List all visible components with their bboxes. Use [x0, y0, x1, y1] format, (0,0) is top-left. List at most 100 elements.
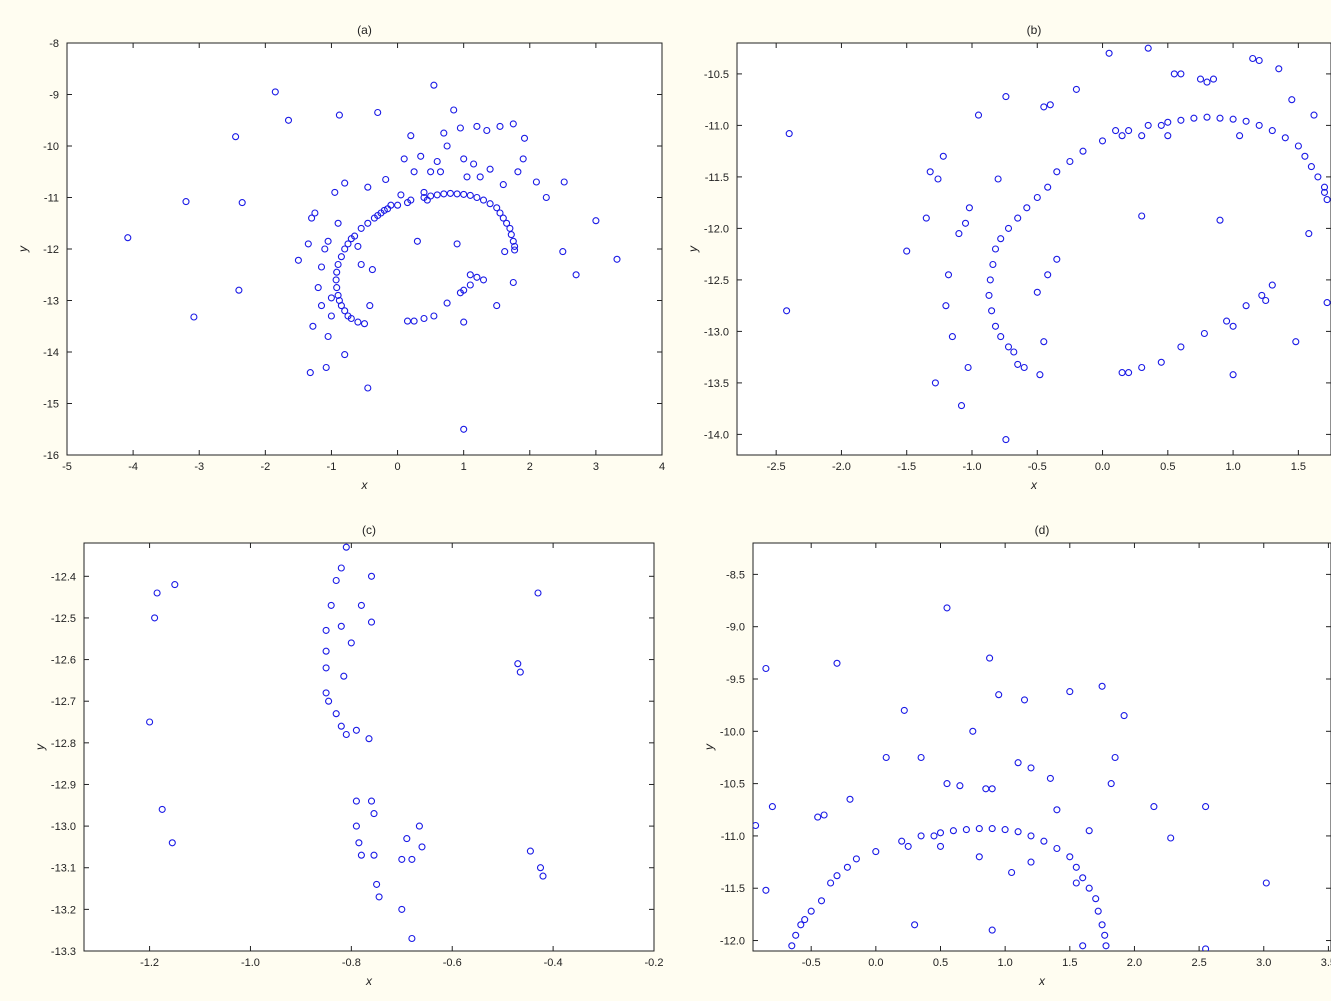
data-point	[994, 175, 1002, 183]
y-tick-label: -13.5	[704, 378, 729, 390]
data-point	[1072, 85, 1080, 93]
data-point	[1320, 183, 1329, 191]
data-point	[1098, 921, 1106, 929]
data-point	[872, 848, 880, 856]
data-point	[398, 855, 406, 863]
data-point	[384, 205, 392, 213]
data-point	[440, 129, 448, 137]
data-point	[436, 168, 445, 176]
x-tick-label: -4	[128, 461, 138, 473]
y-tick-label: -12.8	[51, 738, 76, 750]
data-point	[820, 811, 828, 819]
y-tick-label: -11	[44, 193, 59, 205]
data-point	[956, 782, 964, 790]
data-point	[473, 193, 481, 202]
data-point	[364, 183, 372, 191]
data-point	[479, 196, 488, 204]
data-point	[335, 111, 343, 119]
data-point	[400, 155, 408, 163]
data-point	[1085, 884, 1093, 892]
data-point	[501, 248, 509, 256]
data-point	[1120, 712, 1128, 720]
data-point	[367, 618, 376, 626]
data-point	[827, 879, 835, 887]
data-point	[509, 278, 517, 287]
data-point	[1138, 132, 1146, 140]
data-point	[904, 842, 912, 850]
y-tick-label: -12.5	[51, 613, 76, 625]
data-point	[1014, 214, 1022, 222]
data-point	[341, 307, 349, 315]
data-point	[965, 204, 973, 212]
data-point	[311, 209, 319, 217]
data-point	[420, 193, 428, 202]
data-point	[364, 384, 372, 392]
data-point	[1275, 65, 1283, 73]
data-point	[168, 839, 176, 847]
data-point	[1027, 858, 1035, 866]
data-point	[433, 191, 441, 199]
data-point	[377, 209, 385, 217]
x-axis-label: x	[1038, 974, 1046, 988]
data-point	[1288, 96, 1296, 104]
data-point	[499, 214, 507, 222]
y-tick-label: -16	[43, 450, 59, 462]
data-point	[507, 231, 515, 239]
data-point	[466, 281, 474, 289]
data-point	[466, 271, 474, 279]
data-point	[957, 402, 966, 410]
x-tick-label: 3.5	[1321, 957, 1331, 969]
data-point	[753, 821, 760, 830]
data-point	[986, 654, 994, 662]
data-point	[1112, 127, 1120, 135]
data-point	[153, 589, 161, 597]
data-point	[182, 198, 190, 206]
data-point	[1157, 358, 1165, 366]
data-point	[1098, 137, 1107, 145]
y-axis-label: y	[686, 245, 700, 253]
x-tick-label: -1.2	[140, 957, 159, 969]
data-point	[470, 160, 478, 168]
data-point	[1105, 49, 1113, 57]
data-point	[969, 727, 977, 735]
data-point	[317, 302, 326, 310]
y-tick-label: -13.1	[51, 863, 76, 875]
data-point	[1203, 113, 1211, 121]
data-point	[430, 81, 438, 89]
data-point	[324, 332, 332, 341]
data-point	[337, 253, 345, 261]
x-tick-label: 1.5	[1062, 957, 1077, 969]
data-point	[783, 307, 791, 315]
data-point	[944, 271, 953, 279]
data-point	[1040, 103, 1048, 111]
data-point	[1157, 121, 1165, 129]
data-point	[1164, 132, 1172, 140]
data-point	[988, 307, 996, 315]
data-point	[456, 124, 464, 132]
y-tick-label: -13.0	[51, 821, 76, 833]
data-point	[1010, 348, 1018, 356]
data-point	[1066, 688, 1074, 696]
data-point	[514, 660, 522, 668]
data-point	[917, 753, 925, 762]
data-point	[433, 157, 441, 166]
data-point	[613, 255, 621, 263]
y-tick-label: -13.3	[51, 946, 76, 958]
data-point	[446, 189, 454, 197]
data-point	[284, 116, 293, 124]
data-point	[347, 314, 355, 323]
x-tick-label: 0.0	[868, 957, 883, 969]
data-point	[420, 314, 428, 323]
data-point	[1307, 163, 1315, 171]
chart-title: (a)	[357, 23, 372, 37]
data-point	[1004, 343, 1013, 351]
x-tick-label: 3	[593, 461, 599, 473]
data-point	[797, 921, 805, 929]
data-point	[456, 289, 464, 297]
plot-frame	[736, 42, 1331, 456]
x-axis-label: x	[361, 478, 369, 492]
chart-panel-3: (d) -0.5 0.0 0.5 1.0 1.5 2.0 2.5 3.0 3.5 -8.5 -9.0 -…	[702, 523, 1331, 988]
data-point	[413, 237, 421, 245]
data-point	[374, 108, 382, 117]
data-point	[417, 152, 425, 160]
